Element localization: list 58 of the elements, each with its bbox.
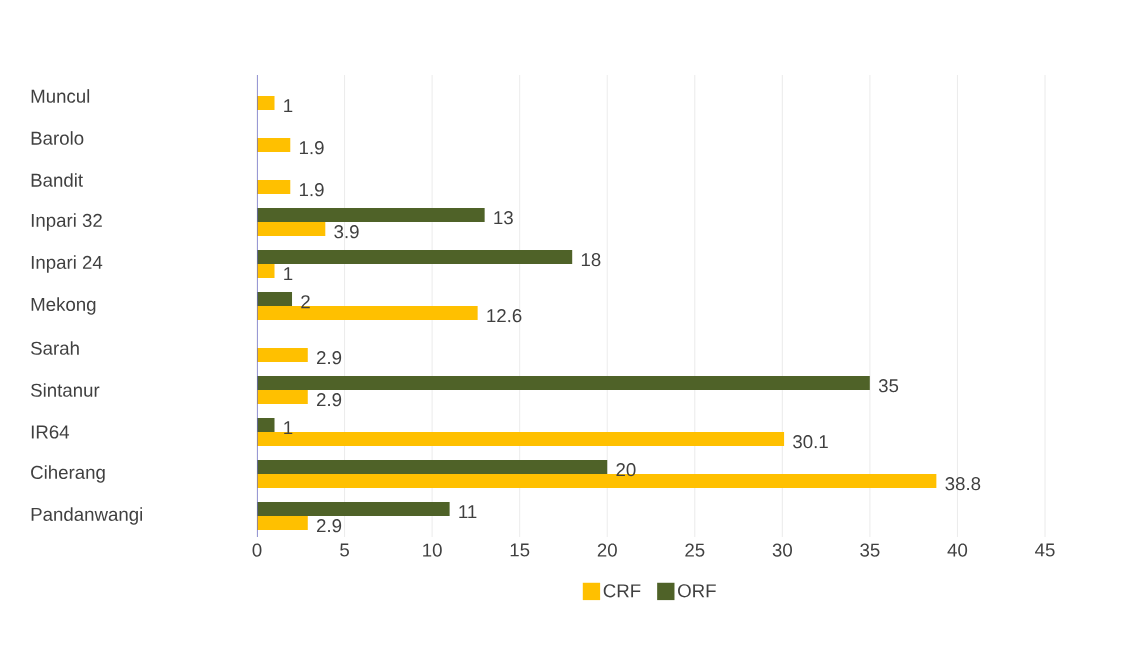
x-tick-label: 15 <box>510 543 530 557</box>
data-label: 2 <box>301 295 310 309</box>
data-label: 11 <box>459 505 477 519</box>
x-tick-label: 0 <box>252 543 262 557</box>
y-tick-label: Mekong <box>31 297 96 315</box>
bar <box>257 222 326 237</box>
x-tick-label: 40 <box>947 543 968 557</box>
x-tick-label: 30 <box>772 543 792 557</box>
x-tick-label: 20 <box>597 543 617 557</box>
data-label: 13 <box>494 211 513 225</box>
data-label: 35 <box>878 379 899 393</box>
bar <box>257 474 937 489</box>
data-label: 1.9 <box>299 141 324 155</box>
bar <box>257 138 291 152</box>
y-tick-label: Ciherang <box>31 465 105 483</box>
y-tick-label: Barolo <box>31 131 84 145</box>
data-label: 2.9 <box>316 393 342 407</box>
bar <box>257 376 870 391</box>
y-tick-label: Sintanur <box>31 383 100 397</box>
data-label: 1 <box>284 99 293 113</box>
y-tick-label: IR64 <box>31 425 70 439</box>
x-tick-label: 45 <box>1035 543 1055 557</box>
y-tick-label: Sarah <box>31 341 79 355</box>
x-tick-label: 35 <box>860 543 880 557</box>
bar <box>257 418 275 433</box>
data-label: 18 <box>581 253 601 267</box>
data-label: 20 <box>616 463 636 477</box>
bar <box>257 264 275 279</box>
bar <box>257 516 308 531</box>
bar <box>257 208 485 223</box>
legend-label: ORF <box>678 584 716 598</box>
y-tick-label: Inpari 32 <box>31 213 102 231</box>
data-label: 1.9 <box>299 183 324 197</box>
x-tick-label: 5 <box>340 543 349 557</box>
data-label: 1 <box>284 267 293 281</box>
y-tick-label: Inpari 24 <box>31 255 103 273</box>
bar <box>257 460 608 475</box>
bar <box>257 292 293 307</box>
y-tick-label: Pandanwangi <box>31 507 142 525</box>
data-label: 3.9 <box>334 225 359 239</box>
bar <box>257 432 785 447</box>
data-label: 1 <box>284 421 293 435</box>
legend-label: CRF <box>603 584 641 598</box>
bar <box>257 390 308 405</box>
y-tick-label: Muncul <box>31 89 90 103</box>
bar <box>257 348 308 363</box>
y-tick-label: Bandit <box>31 173 83 187</box>
bar <box>257 250 573 265</box>
data-label: 38.8 <box>945 477 981 491</box>
data-label: 12.6 <box>487 309 522 323</box>
x-tick-label: 25 <box>685 543 705 557</box>
x-tick-label: 10 <box>423 543 442 557</box>
bar <box>257 96 275 110</box>
bar <box>257 180 291 194</box>
bar <box>257 502 450 517</box>
data-label: 30.1 <box>793 435 828 449</box>
data-label: 2.9 <box>316 351 342 365</box>
data-label: 2.9 <box>316 519 342 533</box>
